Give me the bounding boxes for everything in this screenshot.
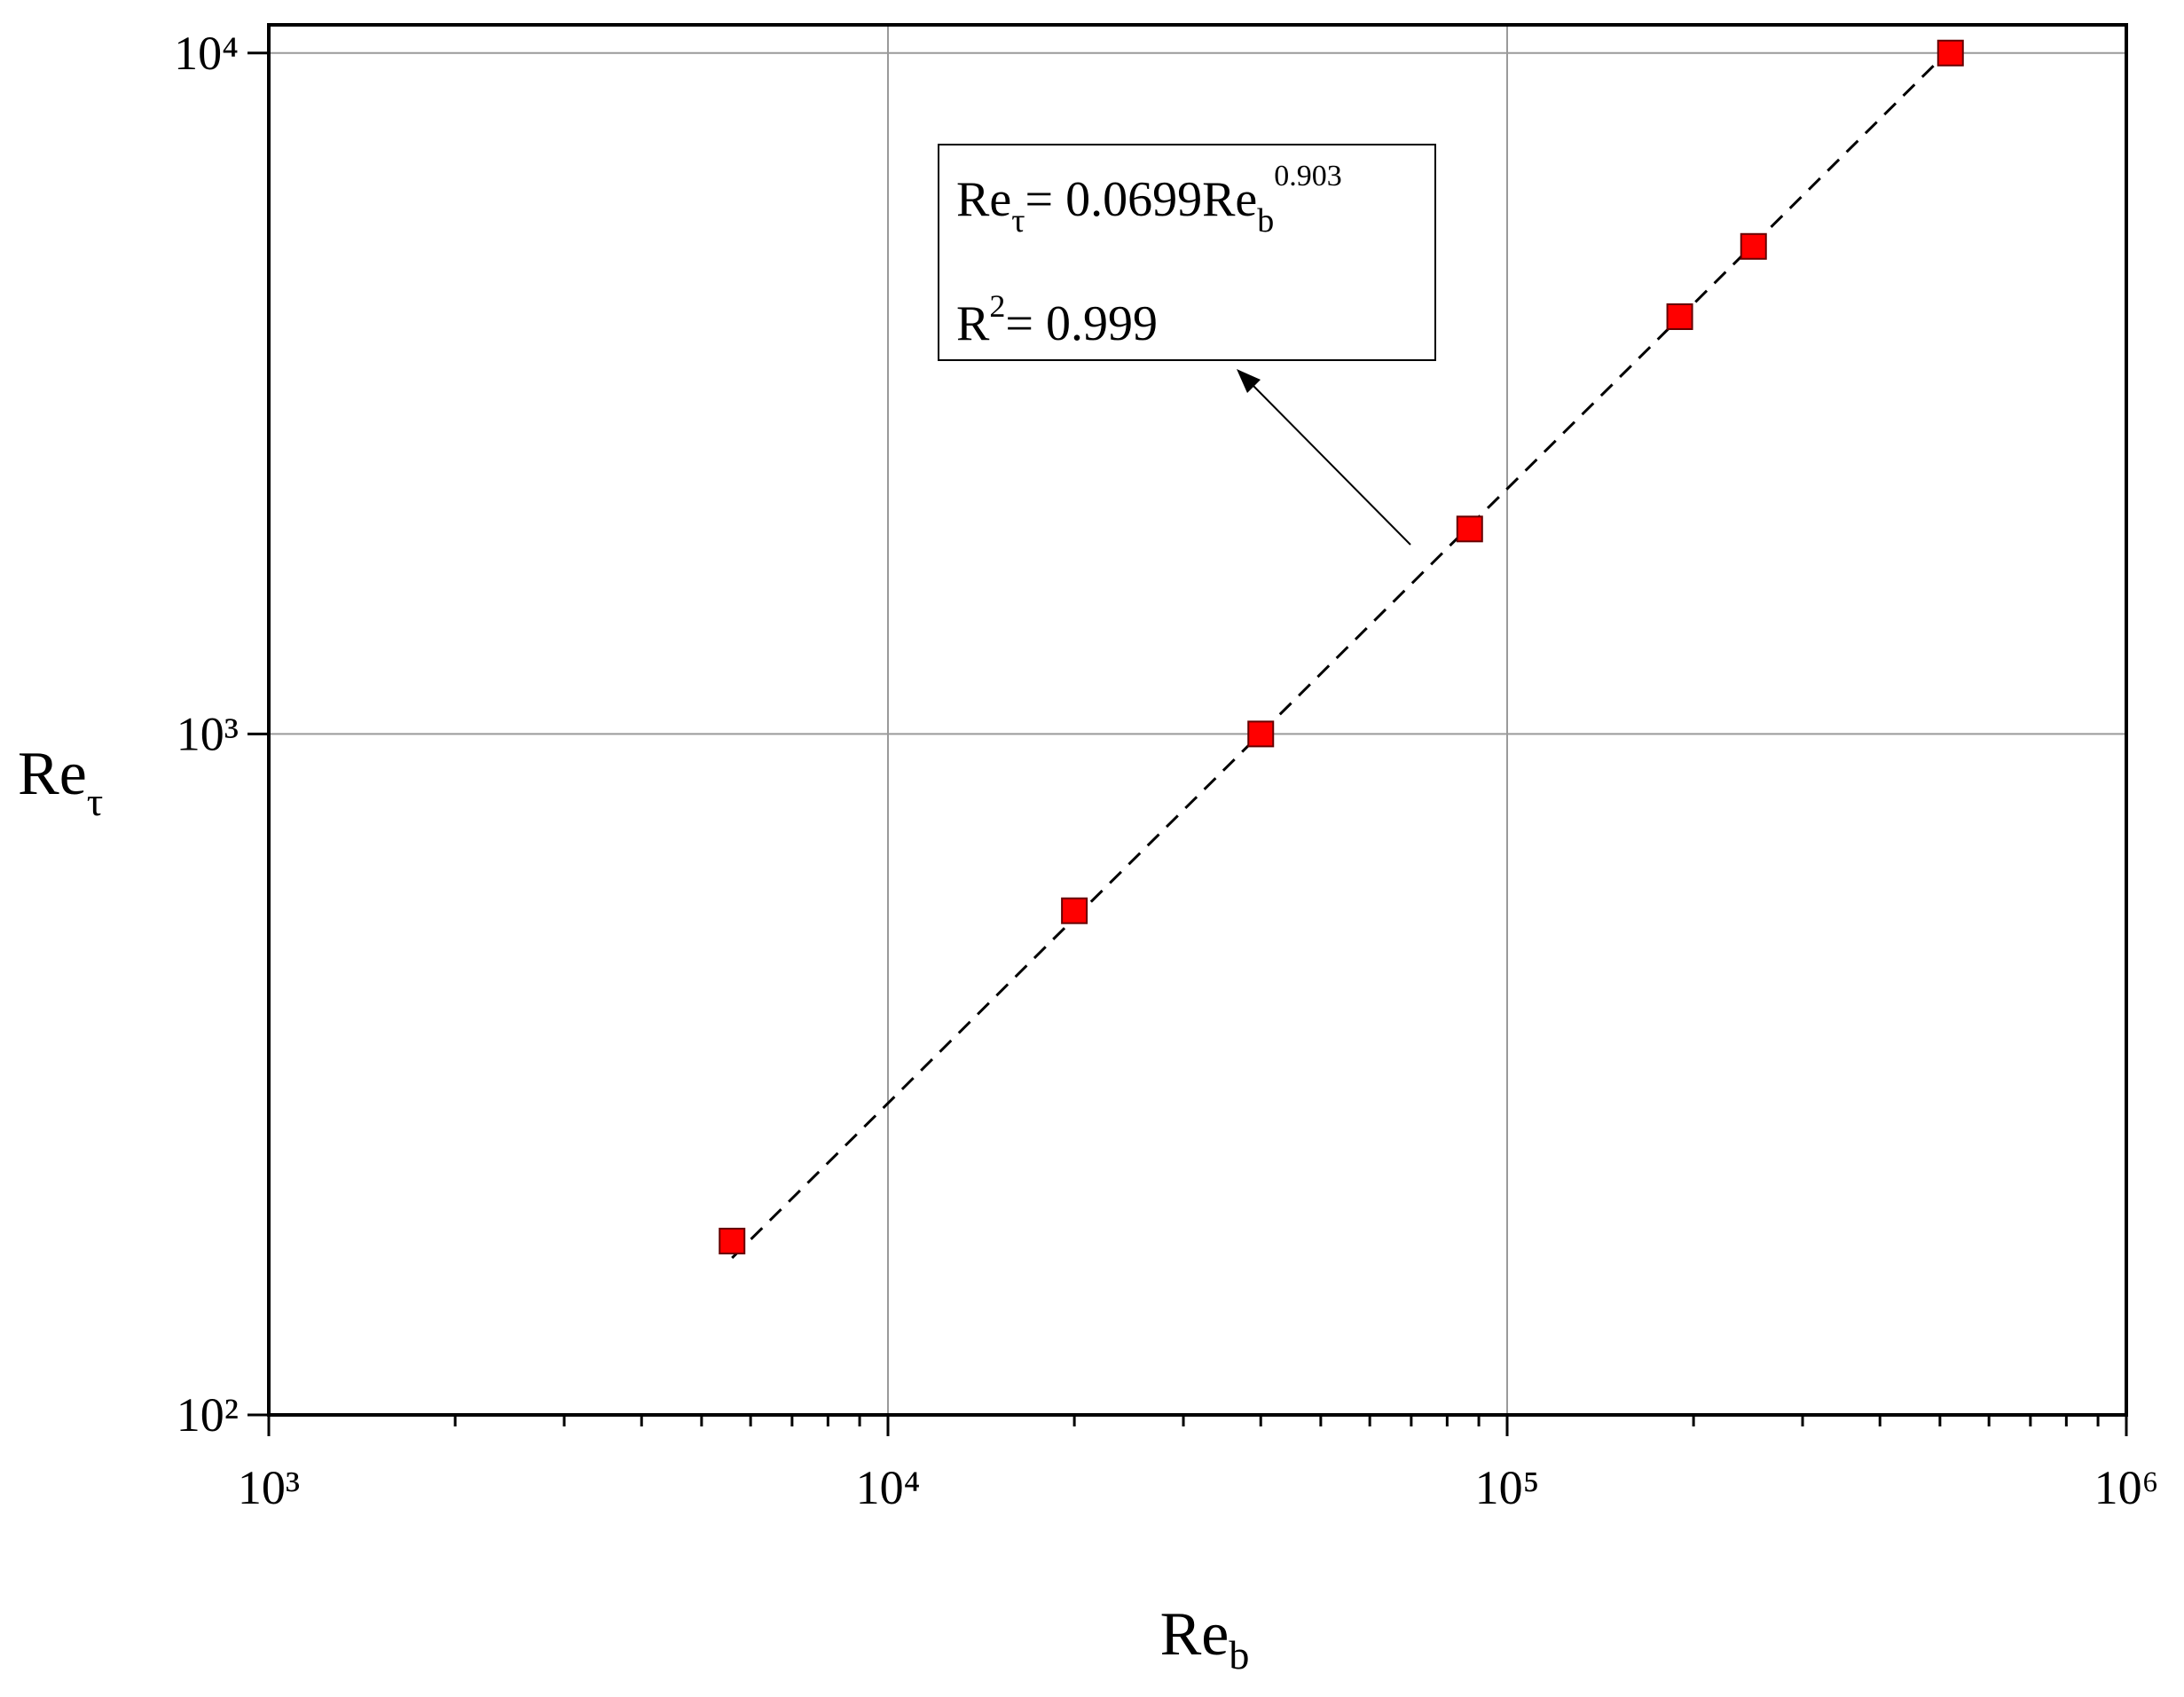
r-squared: R2= 0.999 [956, 288, 1158, 351]
data-point [1937, 39, 1964, 67]
y-label-text: Re [18, 740, 87, 808]
eq-sup: 0.903 [1274, 160, 1342, 192]
data-point [1247, 720, 1275, 748]
data-point [1740, 232, 1767, 260]
x-tick-label: 10⁶ [2094, 1461, 2159, 1514]
eq-sub: τ [1011, 202, 1025, 240]
y-axis-label: Reτ [18, 740, 103, 824]
data-point [1666, 303, 1693, 331]
x-label-text: Re [1160, 1600, 1229, 1669]
annotation-box [938, 144, 1436, 361]
r2-sup: 2 [989, 288, 1005, 324]
arrow-head [1237, 369, 1261, 393]
data-point [1456, 515, 1483, 543]
data-point [719, 1228, 746, 1255]
plot-frame [267, 23, 2128, 1417]
y-tick-label: 10³ [177, 707, 239, 760]
eq-part: = 0.0699Re [1025, 172, 1258, 227]
x-label-sub: b [1229, 1632, 1249, 1677]
equation: Reτ= 0.0699Reb0.903 [956, 160, 1342, 240]
y-tick-label: 10² [177, 1388, 239, 1442]
x-tick-label: 10³ [238, 1461, 300, 1514]
arrow-line [1250, 382, 1411, 546]
fit-line [731, 48, 1952, 1260]
x-tick-label: 10⁵ [1475, 1461, 1540, 1514]
marks [719, 39, 1964, 1260]
x-axis-label: Reb [1160, 1600, 1250, 1677]
x-tick-label: 10⁴ [856, 1461, 921, 1514]
y-tick-label: 10⁴ [174, 27, 239, 80]
y-label-sub: τ [87, 779, 104, 824]
r2-part: = 0.999 [1005, 296, 1158, 351]
eq-part: Re [956, 172, 1011, 227]
eq-sub: b [1257, 202, 1274, 240]
r2-part: R [956, 296, 990, 351]
data-point [1061, 897, 1088, 924]
